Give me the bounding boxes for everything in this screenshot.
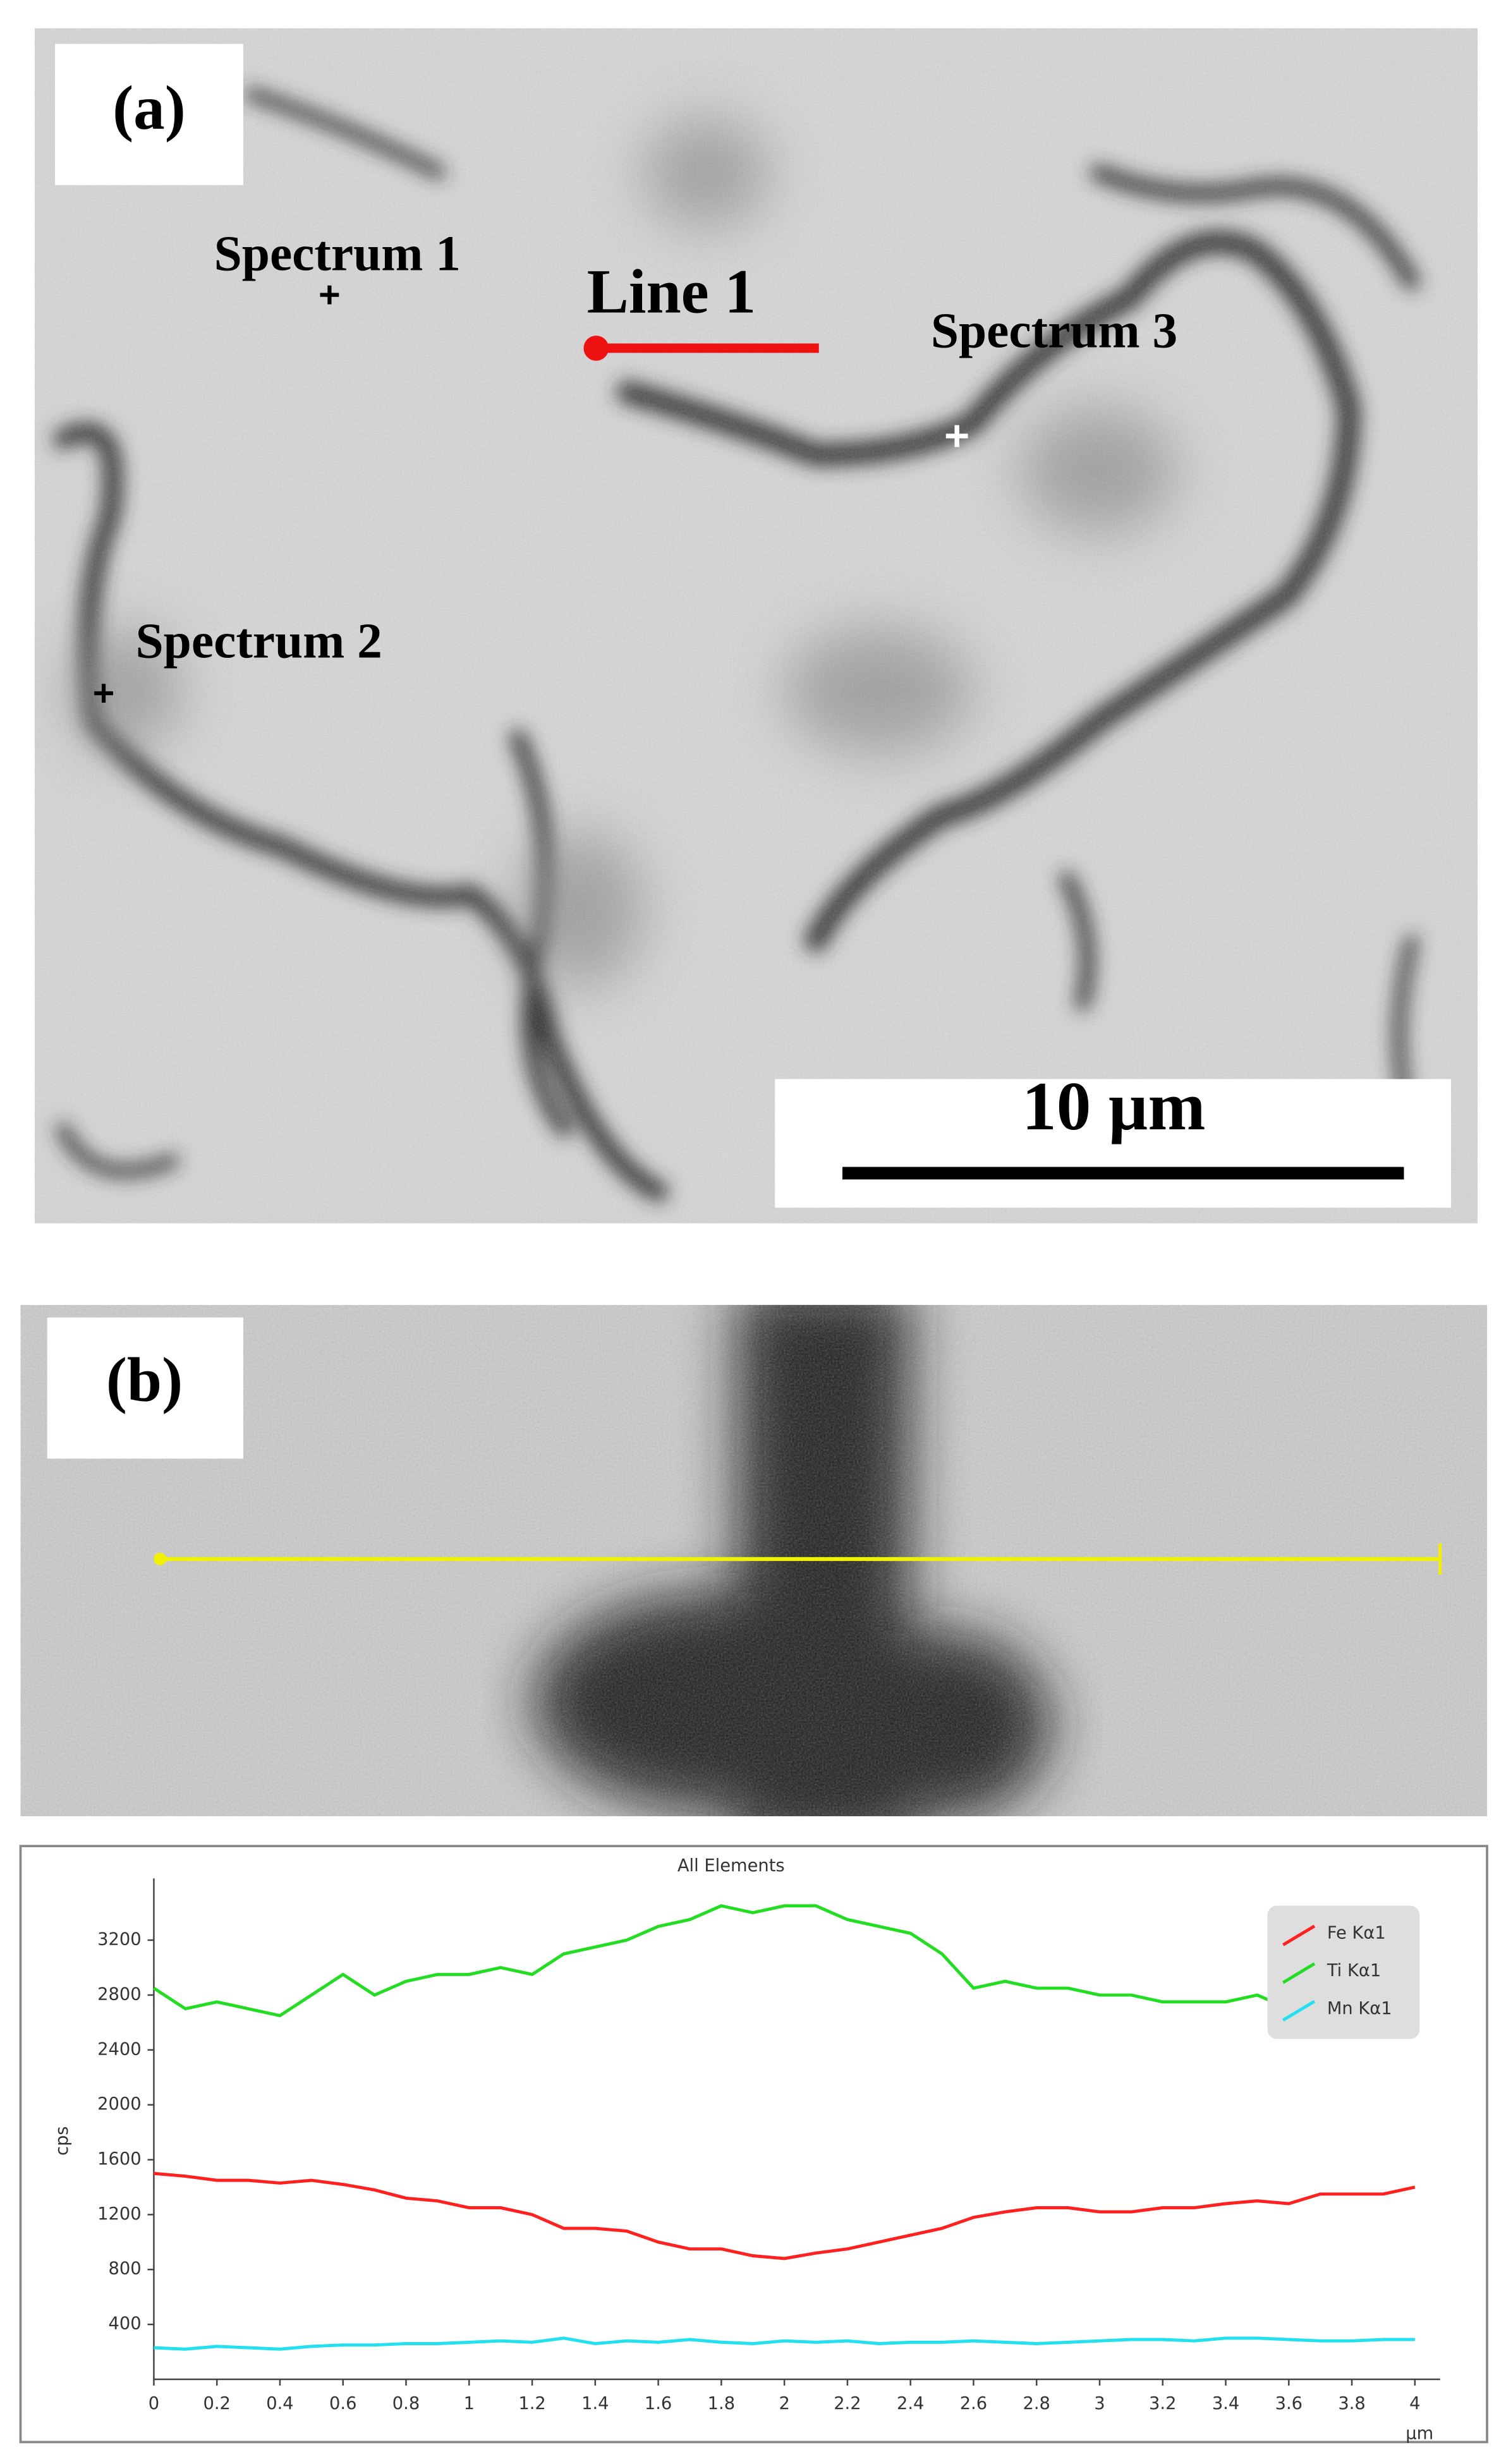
- x-tick-label: 1.6: [645, 2394, 672, 2413]
- y-axis-label: cps: [52, 2126, 72, 2156]
- x-tick-label: 3.4: [1212, 2394, 1239, 2413]
- x-tick-label: 0.8: [392, 2394, 420, 2413]
- spectrum-label: Spectrum 1: [214, 226, 461, 282]
- x-tick-label: 2: [779, 2394, 789, 2413]
- y-tick-label: 2000: [97, 2094, 141, 2114]
- x-tick-label: 3.6: [1275, 2394, 1303, 2413]
- line-label: Line 1: [587, 257, 756, 326]
- y-tick-label: 1600: [97, 2149, 141, 2169]
- spectrum-marker: [320, 285, 339, 305]
- label-box: [47, 1317, 243, 1459]
- scale-bar: [842, 1167, 1404, 1180]
- panel-label: (a): [112, 74, 186, 143]
- x-tick-label: 2.4: [897, 2394, 924, 2413]
- y-tick-label: 3200: [97, 1930, 141, 1950]
- plot-area: 400 800 1200 1600 2000 2400 2800 3200 0 0.2 0.4 0.6…: [97, 1878, 1440, 2413]
- panel-label: (b): [106, 1346, 183, 1415]
- x-tick-label: 3: [1094, 2394, 1105, 2413]
- data-line: [154, 2171, 1416, 2261]
- x-tick-label: 1.4: [581, 2394, 609, 2413]
- chart-frame: [19, 1845, 1488, 2444]
- x-tick-label: 4: [1409, 2394, 1420, 2413]
- x-tick-label: 2.8: [1023, 2394, 1050, 2413]
- chart-title: All Elements: [677, 1856, 785, 1876]
- x-tick-label: 1.8: [708, 2394, 735, 2413]
- x-tick-label: 0.6: [329, 2394, 356, 2413]
- legend-label: Fe Kα1: [1327, 1924, 1386, 1943]
- legend-label: Ti Kα1: [1327, 1961, 1381, 1981]
- y-tick-label: 800: [108, 2259, 141, 2279]
- scale-label: 10 µm: [1022, 1068, 1205, 1144]
- spectrum-marker: [945, 425, 968, 447]
- data-line: [153, 1904, 1416, 2018]
- x-tick-label: 0.4: [266, 2394, 293, 2413]
- spectrum-marker: [94, 684, 113, 703]
- legend-label: Mn Kα1: [1327, 1999, 1392, 2018]
- data-line: [154, 2336, 1415, 2351]
- x-axis-label: µm: [1406, 2424, 1433, 2443]
- spectrum-label: Spectrum 3: [931, 303, 1177, 358]
- y-tick-label: 400: [108, 2314, 141, 2334]
- x-tick-label: 1.2: [518, 2394, 545, 2413]
- label-box: [55, 44, 243, 185]
- x-tick-label: 1: [464, 2394, 475, 2413]
- legend-swatch: [1282, 2000, 1316, 2022]
- spectrum-label: Spectrum 2: [136, 614, 382, 669]
- legend-swatch: [1282, 1962, 1316, 1984]
- scale-box: [775, 1079, 1451, 1208]
- x-tick-label: 3.2: [1149, 2394, 1176, 2413]
- scan-start: [154, 1553, 167, 1565]
- x-tick-label: 0.2: [203, 2394, 230, 2413]
- legend-swatch: [1282, 1924, 1316, 1946]
- x-tick-label: 0: [149, 2394, 159, 2413]
- x-tick-label: 2.2: [834, 2394, 861, 2413]
- y-tick-label: 1200: [97, 2204, 141, 2224]
- sem-image-a: [34, 28, 1478, 1223]
- x-tick-label: 3.8: [1338, 2394, 1365, 2413]
- x-tick-label: 2.6: [960, 2394, 987, 2413]
- y-tick-label: 2800: [97, 1984, 141, 2004]
- scan-start: [583, 336, 609, 361]
- y-tick-label: 2400: [97, 2039, 141, 2059]
